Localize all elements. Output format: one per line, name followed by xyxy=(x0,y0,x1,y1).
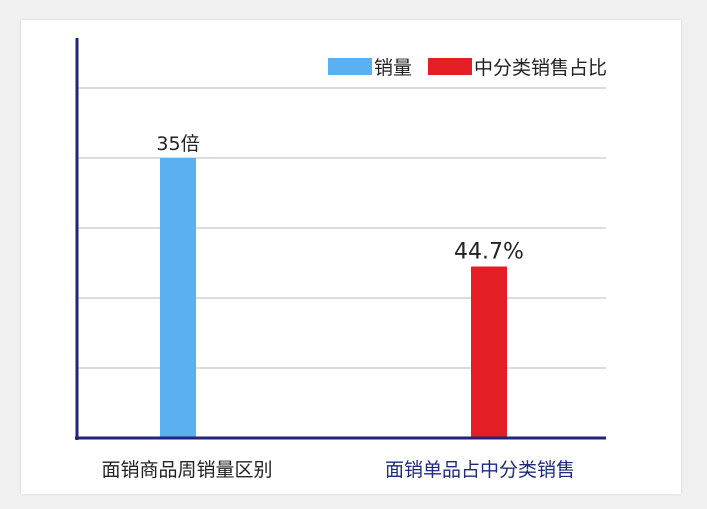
data-label: 44.7% xyxy=(454,240,524,265)
legend-label: 销量 xyxy=(374,57,412,79)
legend-label: 中分类销售占比 xyxy=(474,57,607,79)
bar-chart: 35倍 44.7% 面销商品周销量区别 面销单品占中分类销售 销量 中分类销售占比 xyxy=(75,38,607,481)
bar-share xyxy=(471,266,507,438)
category-label: 面销商品周销量区别 xyxy=(101,459,272,481)
category-label: 面销单品占中分类销售 xyxy=(385,459,575,481)
legend-swatch xyxy=(428,58,472,75)
data-label: 35倍 xyxy=(156,133,199,155)
legend-swatch xyxy=(328,58,372,75)
chart-card: 35倍 44.7% 面销商品周销量区别 面销单品占中分类销售 销量 中分类销售占比 xyxy=(21,20,681,494)
bar-sales xyxy=(160,158,196,438)
